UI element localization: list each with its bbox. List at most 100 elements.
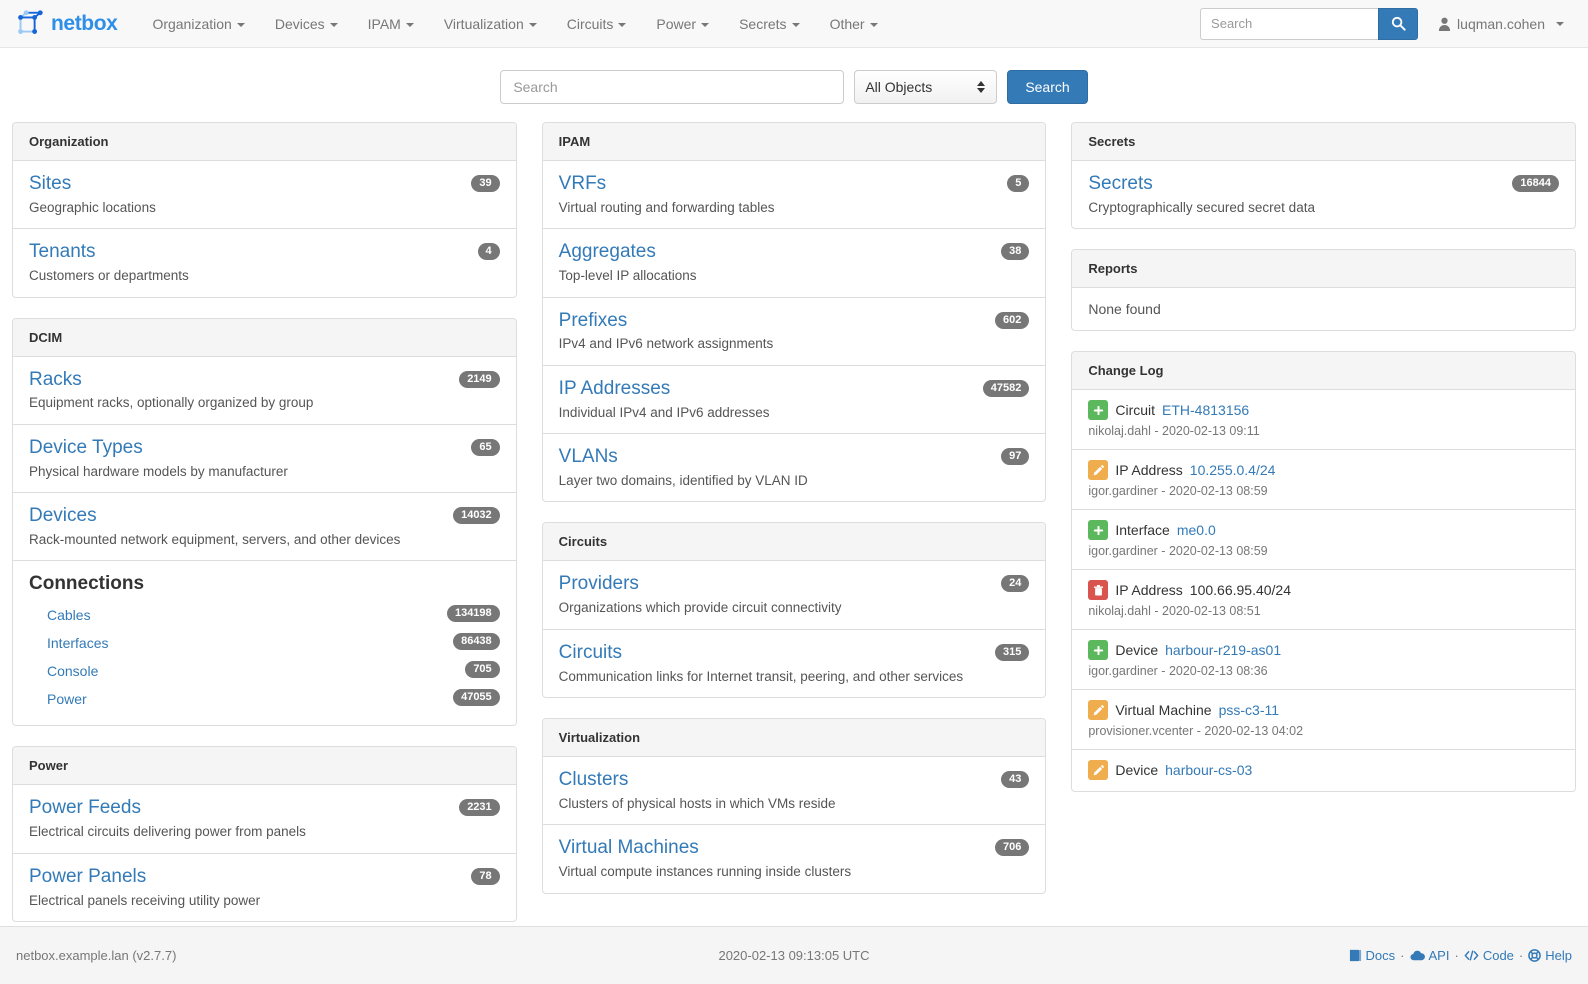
link-ip-addresses[interactable]: IP Addresses — [558, 377, 671, 399]
link-power-panels[interactable]: Power Panels — [29, 865, 147, 887]
changelog-object-link[interactable]: ETH-4813156 — [1162, 402, 1250, 419]
changelog-entry[interactable]: Circuit ETH-4813156 nikolaj.dahl - 2020-… — [1072, 390, 1576, 451]
changelog-object-type: Virtual Machine — [1115, 702, 1212, 719]
object-type-select[interactable]: All Objects — [854, 70, 998, 104]
link-prefixes[interactable]: Prefixes — [558, 309, 628, 331]
navbar-search-button[interactable] — [1378, 7, 1419, 40]
user-menu[interactable]: luqman.cohen — [1428, 16, 1574, 32]
nav-label-circuits: Circuits — [566, 15, 614, 32]
nav-menu-secrets[interactable]: Secrets — [724, 0, 814, 48]
changelog-object-link[interactable]: me0.0 — [1176, 522, 1216, 539]
footer-link-code[interactable]: Code — [1464, 948, 1514, 963]
stat-row-ip-addresses[interactable]: IP Addresses 47582 Individual IPv4 and I… — [542, 366, 1046, 435]
stat-row-vlans[interactable]: VLANs 97 Layer two domains, identified b… — [543, 434, 1046, 501]
changelog-meta: igor.gardiner - 2020-02-13 08:59 — [1088, 484, 1268, 499]
connection-item-cables[interactable]: Cables 134198 — [29, 601, 500, 629]
footer-link-docs[interactable]: Docs — [1349, 948, 1395, 963]
changelog-object-type: IP Address — [1115, 582, 1183, 599]
stat-row-tenants[interactable]: Tenants 4 Customers or departments — [13, 229, 516, 296]
nav-menu-circuits[interactable]: Circuits — [552, 0, 642, 48]
changelog-object-link[interactable]: harbour-cs-03 — [1165, 762, 1253, 779]
stat-row-providers[interactable]: Providers 24 Organizations which provide… — [542, 561, 1046, 630]
changelog-entry[interactable]: Virtual Machine pss-c3-11 provisioner.vc… — [1072, 690, 1576, 751]
link-sites[interactable]: Sites — [29, 173, 72, 194]
link-virtual-machines[interactable]: Virtual Machines — [558, 837, 699, 859]
desc-racks: Equipment racks, optionally organized by… — [29, 395, 314, 411]
panel-organization: Organization Sites 39 Geographic locatio… — [12, 122, 517, 298]
stat-row-prefixes[interactable]: Prefixes 602 IPv4 and IPv6 network assig… — [542, 298, 1046, 366]
changelog-entry[interactable]: IP Address 10.255.0.4/24 igor.gardiner -… — [1072, 450, 1576, 511]
nav-menu-power[interactable]: Power — [641, 0, 724, 48]
stat-row-sites[interactable]: Sites 39 Geographic locations — [13, 161, 516, 230]
stat-row-secrets[interactable]: Secrets 16844 Cryptographically secured … — [1072, 161, 1575, 228]
link-tenants[interactable]: Tenants — [29, 241, 96, 263]
nav-menu-virtualization[interactable]: Virtualization — [429, 0, 552, 48]
changelog-entry[interactable]: Interface me0.0 igor.gardiner - 2020-02-… — [1072, 510, 1576, 571]
cloud-icon — [1409, 950, 1425, 961]
chevron-down-icon — [1556, 21, 1564, 26]
desc-device-types: Physical hardware models by manufacturer — [29, 463, 288, 479]
nav-menu-ipam[interactable]: IPAM — [353, 0, 429, 48]
stat-row-power-panels[interactable]: Power Panels 78 Electrical panels receiv… — [13, 854, 516, 921]
stat-row-power-feeds[interactable]: Power Feeds 2231 Electrical circuits del… — [13, 785, 516, 854]
global-search-input[interactable] — [500, 70, 845, 104]
badge-vrfs-count: 5 — [1007, 175, 1030, 192]
footer-link-help[interactable]: Help — [1528, 948, 1572, 963]
connection-item-console[interactable]: Console 705 — [29, 657, 500, 685]
stat-row-aggregates[interactable]: Aggregates 38 Top-level IP allocations — [542, 229, 1046, 298]
pencil-icon — [1093, 764, 1104, 776]
stat-row-devices[interactable]: Devices 14032 Rack-mounted network equip… — [13, 493, 516, 562]
changelog-entry[interactable]: IP Address 100.66.95.40/24 nikolaj.dahl … — [1072, 570, 1576, 631]
link-vlans[interactable]: VLANs — [558, 446, 618, 468]
chevron-down-icon — [701, 22, 710, 27]
link-vrfs[interactable]: VRFs — [558, 173, 607, 194]
changelog-object-type: Device — [1115, 762, 1159, 779]
stat-row-vrfs[interactable]: VRFs 5 Virtual routing and forwarding ta… — [542, 161, 1046, 230]
desc-power-panels: Electrical panels receiving utility powe… — [29, 892, 261, 908]
changelog-object-link[interactable]: 10.255.0.4/24 — [1189, 462, 1276, 479]
panel-circuits: Circuits Providers 24 Organizations whic… — [541, 522, 1047, 699]
connection-item-power[interactable]: Power 47055 — [29, 685, 500, 713]
link-providers[interactable]: Providers — [558, 573, 639, 595]
nav-menu-other[interactable]: Other — [815, 0, 893, 48]
desc-virtual-machines: Virtual compute instances running inside… — [558, 864, 852, 880]
brand-home-link[interactable]: netbox — [14, 9, 118, 39]
changelog-object-link[interactable]: pss-c3-11 — [1218, 702, 1280, 719]
link-console[interactable]: Console — [47, 663, 99, 680]
link-power-feeds[interactable]: Power Feeds — [29, 797, 141, 819]
global-search-button[interactable]: Search — [1007, 70, 1088, 104]
stat-row-virtual-machines[interactable]: Virtual Machines 706 Virtual compute ins… — [543, 825, 1046, 892]
link-interfaces[interactable]: Interfaces — [47, 635, 109, 652]
stat-row-circuits[interactable]: Circuits 315 Communication links for Int… — [543, 630, 1046, 697]
stat-row-device-types[interactable]: Device Types 65 Physical hardware models… — [13, 425, 516, 494]
global-search-group: All Objects Search — [500, 70, 1088, 104]
link-secrets[interactable]: Secrets — [1088, 173, 1153, 194]
link-cables[interactable]: Cables — [47, 607, 91, 624]
link-racks[interactable]: Racks — [29, 368, 82, 390]
code-icon — [1464, 950, 1479, 961]
create-action-icon — [1088, 640, 1109, 661]
panel-secrets: Secrets Secrets 16844 Cryptographically … — [1071, 122, 1577, 230]
nav-menu-devices[interactable]: Devices — [260, 0, 353, 48]
stat-row-clusters[interactable]: Clusters 43 Clusters of physical hosts i… — [542, 757, 1046, 826]
footer-separator: · — [1400, 948, 1405, 963]
plus-icon — [1093, 645, 1104, 655]
connection-item-interfaces[interactable]: Interfaces 86438 — [29, 629, 500, 657]
link-circuits[interactable]: Circuits — [558, 641, 623, 663]
link-aggregates[interactable]: Aggregates — [558, 241, 656, 263]
desc-prefixes: IPv4 and IPv6 network assignments — [558, 336, 774, 352]
nav-menu-organization[interactable]: Organization — [137, 0, 259, 48]
link-devices[interactable]: Devices — [29, 505, 97, 527]
stat-row-racks[interactable]: Racks 2149 Equipment racks, optionally o… — [13, 357, 516, 425]
footer-link-api[interactable]: API — [1409, 948, 1449, 963]
link-power-connections[interactable]: Power — [47, 691, 87, 708]
changelog-meta: nikolaj.dahl - 2020-02-13 09:11 — [1088, 424, 1260, 439]
nav-label-secrets: Secrets — [739, 15, 787, 32]
link-device-types[interactable]: Device Types — [29, 436, 143, 458]
navbar-search-input[interactable] — [1200, 7, 1379, 40]
changelog-object-link[interactable]: harbour-r219-as01 — [1165, 642, 1282, 659]
panel-title-dcim: DCIM — [13, 318, 516, 357]
link-clusters[interactable]: Clusters — [558, 769, 629, 791]
changelog-entry[interactable]: Device harbour-cs-03 — [1072, 750, 1575, 791]
changelog-entry[interactable]: Device harbour-r219-as01 igor.gardiner -… — [1072, 630, 1576, 691]
